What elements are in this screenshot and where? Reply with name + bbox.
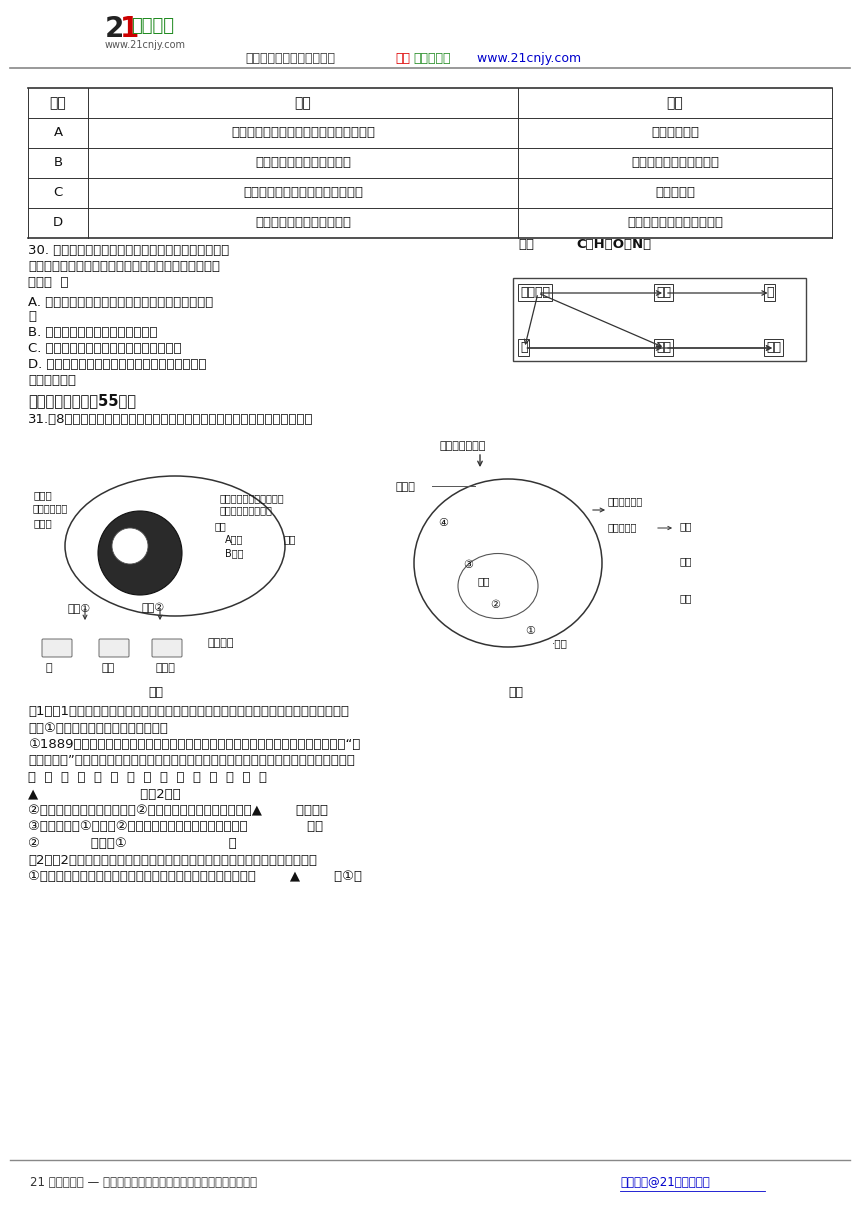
Circle shape <box>98 511 182 595</box>
Text: 1: 1 <box>120 15 139 43</box>
Text: ２１: ２１ <box>395 52 410 64</box>
Text: 世纪教育: 世纪教育 <box>131 17 174 35</box>
Text: （1）图1表示胰岛素与胰高血糖素在调节葡萄糖代谢中的相互关系，当血糖浓度降低时，: （1）图1表示胰岛素与胰高血糖素在调节葡萄糖代谢中的相互关系，当血糖浓度降低时， <box>28 705 349 717</box>
Text: 图２: 图２ <box>508 686 523 699</box>
Text: ④: ④ <box>438 518 448 528</box>
Text: B细胞: B细胞 <box>225 548 243 558</box>
Text: C、H、O、N等: C、H、O、N等 <box>576 238 651 250</box>
Text: 甲为下丘脑，丙为甲状腺: 甲为下丘脑，丙为甲状腺 <box>631 157 719 169</box>
Text: ①1889年科学家发现摘除狗的胰脏后会出现糖尿病症状，因此，他们提出胰脏是分泌“抗: ①1889年科学家发现摘除狗的胰脏后会出现糖尿病症状，因此，他们提出胰脏是分泌“… <box>28 738 360 751</box>
Text: B: B <box>53 157 63 169</box>
Text: 绿色植物: 绿色植物 <box>520 286 550 299</box>
Text: A细胞: A细胞 <box>225 534 243 544</box>
Text: 内容: 内容 <box>295 96 311 109</box>
Text: 三种生物构成的两条食物链: 三种生物构成的两条食物链 <box>255 216 351 230</box>
Text: 人体内环境的主要成分和物质的移动方向: 人体内环境的主要成分和物质的移动方向 <box>231 126 375 140</box>
Text: ·生长: ·生长 <box>552 638 568 648</box>
Text: 肝脏: 肝脏 <box>680 556 692 565</box>
Text: 肌肉: 肌肉 <box>680 593 692 603</box>
Text: 也  不  产  生  糖  尿  病  症  状  。  该  现  象  说  明: 也 不 产 生 糖 尿 病 症 状 。 该 现 象 说 明 <box>28 771 267 784</box>
Text: 糖尿病物质”的器官。同时有人发现阻断动物的胰腺导管后，其腺泡组织变性，胰岛不变化，: 糖尿病物质”的器官。同时有人发现阻断动物的胰腺导管后，其腺泡组织变性，胰岛不变化… <box>28 754 355 767</box>
Text: 肝: 肝 <box>45 663 52 672</box>
Text: ▲                        。（2分）: ▲ 。（2分） <box>28 788 181 800</box>
Text: 腺泡（分泌消化蛋白质、: 腺泡（分泌消化蛋白质、 <box>220 492 285 503</box>
Text: 的是（  ）: 的是（ ） <box>28 276 69 289</box>
Text: 31.（8分）阅读分析下列材料，回答有关动、植物生命活动调节的相关问题。: 31.（8分）阅读分析下列材料，回答有关动、植物生命活动调节的相关问题。 <box>28 413 314 426</box>
Text: www.21cnjy.com: www.21cnjy.com <box>105 40 186 50</box>
Text: 30. 下图是某生态系统示意图，当一种生物的全部同化: 30. 下图是某生态系统示意图，当一种生物的全部同化 <box>28 244 230 257</box>
Text: 垂体: 垂体 <box>478 576 490 586</box>
Text: （2）图2表示下丘脑和垂体在人体分泌活动中重要的调节作用。根据材料分析：: （2）图2表示下丘脑和垂体在人体分泌活动中重要的调节作用。根据材料分析： <box>28 854 317 867</box>
Text: 2: 2 <box>105 15 125 43</box>
Text: C. 图中由捕食关系而形成的食物链共３条: C. 图中由捕食关系而形成的食物链共３条 <box>28 342 181 355</box>
Text: 乙与丙存在捕食和竞争关系: 乙与丙存在捕食和竞争关系 <box>627 216 723 230</box>
Text: ②进食后半小时，图中的激素②分泌增加，该激素是由图中的▲        分泌的。: ②进食后半小时，图中的激素②分泌增加，该激素是由图中的▲ 分泌的。 <box>28 804 328 817</box>
Text: 三、非选择题（共55分）: 三、非选择题（共55分） <box>28 393 136 409</box>
Text: 甲状腺激素分泌的调节过程: 甲状腺激素分泌的调节过程 <box>255 157 351 169</box>
Text: 肌肉: 肌肉 <box>102 663 115 672</box>
Text: 肾小管: 肾小管 <box>155 663 175 672</box>
FancyBboxPatch shape <box>152 638 182 657</box>
Text: 胃肠激素分泌: 胃肠激素分泌 <box>33 503 68 513</box>
Text: ①: ① <box>525 626 535 636</box>
Text: A: A <box>53 126 63 140</box>
Text: 螳螂: 螳螂 <box>656 340 671 354</box>
Text: 黄雀: 黄雀 <box>766 340 781 354</box>
FancyBboxPatch shape <box>42 638 72 657</box>
Text: 全身组织: 全身组织 <box>208 638 235 648</box>
Text: 蛇: 蛇 <box>766 286 773 299</box>
Text: 来自中枢的刺激: 来自中枢的刺激 <box>440 441 487 451</box>
Text: 激素①: 激素① <box>68 603 91 613</box>
Text: ②: ② <box>490 599 500 610</box>
Text: 细菌: 细菌 <box>656 286 671 299</box>
Text: 糖等物质的多种酶）: 糖等物质的多种酶） <box>220 505 273 516</box>
Text: 21 世纪教育网 — 中国最大型、最专业的中小学教育资源门户网站。: 21 世纪教育网 — 中国最大型、最专业的中小学教育资源门户网站。 <box>30 1176 257 1189</box>
Text: ３５００千克: ３５００千克 <box>28 375 76 387</box>
Text: 量来自两种生物时，则同化量各占一半，下列叙述正确: 量来自两种生物时，则同化量各占一半，下列叙述正确 <box>28 260 220 274</box>
Text: 肾脏: 肾脏 <box>680 520 692 531</box>
Text: 胰岛: 胰岛 <box>215 520 227 531</box>
Text: 激素②: 激素② <box>142 603 165 613</box>
Text: 生物群落三种成分和能量流动关系: 生物群落三种成分和能量流动关系 <box>243 186 363 199</box>
FancyBboxPatch shape <box>99 638 129 657</box>
Text: A. 该生态系统的生物群落包括了图中全部生物的总: A. 该生态系统的生物群落包括了图中全部生物的总 <box>28 295 213 309</box>
Text: 世纪教育网: 世纪教育网 <box>413 52 451 64</box>
Text: B. 图中处于最高营养级的生物是蛇: B. 图中处于最高营养级的生物是蛇 <box>28 326 157 339</box>
Text: 图１: 图１ <box>148 686 163 699</box>
Text: 本资料来自于资源最齐全的: 本资料来自于资源最齐全的 <box>245 52 335 64</box>
Text: D. 如蛇要净增重１千克，则最多要消耗绿色植物: D. 如蛇要净增重１千克，则最多要消耗绿色植物 <box>28 358 206 371</box>
Text: 胰腺: 胰腺 <box>283 534 296 544</box>
Text: 和: 和 <box>28 310 36 323</box>
Text: 高血浆渗透压: 高血浆渗透压 <box>608 496 643 506</box>
Text: 抗利尿激素: 抗利尿激素 <box>608 522 637 533</box>
Text: 丙为细胞内液: 丙为细胞内液 <box>651 126 699 140</box>
Text: 选项: 选项 <box>50 96 66 109</box>
Text: 版权所有@21世纪教育网: 版权所有@21世纪教育网 <box>620 1176 709 1189</box>
Text: 丙为分解者: 丙为分解者 <box>655 186 695 199</box>
Text: 下丘脑: 下丘脑 <box>395 482 415 492</box>
Text: ②            ，激素①                        。: ② ，激素① 。 <box>28 837 236 850</box>
Text: 高血糖: 高血糖 <box>33 490 52 500</box>
Text: ③图中的激素①和激素②都能作用于肝脏，其作用区别在于              激素: ③图中的激素①和激素②都能作用于肝脏，其作用区别在于 激素 <box>28 821 323 833</box>
Text: ①由图可知，垂体释放的抗利尿激素的主要功能是使血浆渗透压        ▲        ，①～: ①由图可知，垂体释放的抗利尿激素的主要功能是使血浆渗透压 ▲ ，①～ <box>28 869 362 883</box>
Text: ③: ③ <box>463 561 473 570</box>
Text: D: D <box>53 216 63 230</box>
Circle shape <box>112 528 148 564</box>
Text: www.21cnjy.com: www.21cnjy.com <box>473 52 581 64</box>
Text: 低血糖: 低血糖 <box>33 518 52 528</box>
Text: 激素①分泌量增加，请根据材料分析：: 激素①分泌量增加，请根据材料分析： <box>28 721 168 734</box>
Text: 蝉: 蝉 <box>520 340 527 354</box>
Text: 分析: 分析 <box>666 96 684 109</box>
Text: C: C <box>53 186 63 199</box>
Text: 阳光: 阳光 <box>518 238 534 250</box>
